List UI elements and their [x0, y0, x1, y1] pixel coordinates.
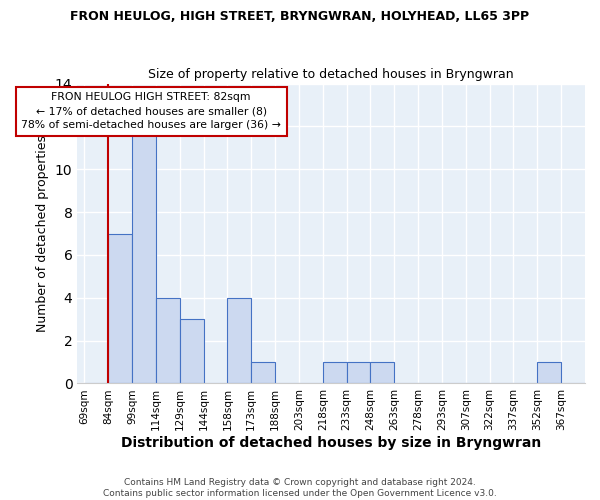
Bar — [132, 126, 156, 384]
Bar — [538, 362, 561, 384]
Text: FRON HEULOG HIGH STREET: 82sqm
← 17% of detached houses are smaller (8)
78% of s: FRON HEULOG HIGH STREET: 82sqm ← 17% of … — [21, 92, 281, 130]
Bar — [108, 234, 132, 384]
Bar — [227, 298, 251, 384]
Bar — [180, 319, 203, 384]
Bar — [370, 362, 394, 384]
X-axis label: Distribution of detached houses by size in Bryngwran: Distribution of detached houses by size … — [121, 436, 541, 450]
Bar — [156, 298, 180, 384]
Y-axis label: Number of detached properties: Number of detached properties — [36, 135, 49, 332]
Title: Size of property relative to detached houses in Bryngwran: Size of property relative to detached ho… — [148, 68, 514, 81]
Bar — [251, 362, 275, 384]
Text: FRON HEULOG, HIGH STREET, BRYNGWRAN, HOLYHEAD, LL65 3PP: FRON HEULOG, HIGH STREET, BRYNGWRAN, HOL… — [70, 10, 530, 23]
Bar — [323, 362, 347, 384]
Bar — [347, 362, 370, 384]
Text: Contains HM Land Registry data © Crown copyright and database right 2024.
Contai: Contains HM Land Registry data © Crown c… — [103, 478, 497, 498]
